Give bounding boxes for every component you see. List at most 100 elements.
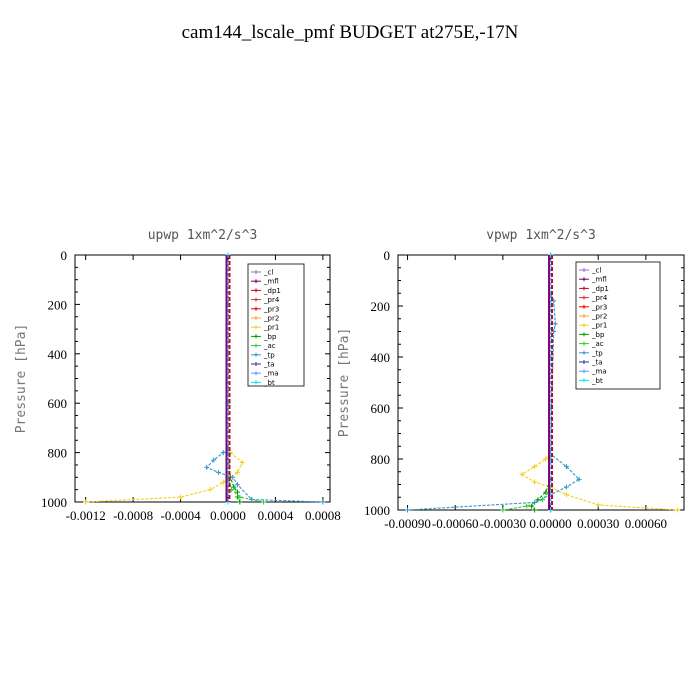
legend-marker bbox=[582, 360, 586, 364]
data-point bbox=[234, 482, 240, 488]
legend-label: _tp bbox=[263, 351, 275, 359]
data-point bbox=[576, 476, 582, 482]
x-tick-label: -0.00030 bbox=[480, 516, 527, 531]
legend-label: _mfl bbox=[591, 276, 607, 284]
legend-box bbox=[575, 261, 661, 390]
data-point bbox=[405, 507, 411, 513]
y-tick-label: 200 bbox=[48, 297, 68, 312]
legend-label: _bt bbox=[591, 377, 603, 385]
data-point bbox=[239, 459, 245, 465]
y-tick-label: 400 bbox=[48, 347, 68, 362]
y-tick-label: 600 bbox=[371, 401, 391, 416]
data-point bbox=[528, 503, 534, 509]
x-tick-label: -0.0012 bbox=[66, 508, 106, 523]
legend-label: _ta bbox=[263, 361, 275, 369]
x-tick-label: -0.00090 bbox=[384, 516, 431, 531]
x-tick-label: -0.0008 bbox=[113, 508, 153, 523]
chart-panel-1: upwp 1xm^2/s^3 Pressure [hPa] 0 200 400 600 80… bbox=[14, 228, 341, 523]
data-point bbox=[532, 464, 538, 470]
legend-label: _dp1 bbox=[591, 285, 609, 293]
legend-label: _pr3 bbox=[263, 305, 279, 313]
legend-marker bbox=[582, 314, 586, 318]
data-point bbox=[524, 503, 530, 509]
legend-marker bbox=[582, 323, 586, 328]
data-point bbox=[220, 450, 226, 456]
legend-marker bbox=[254, 316, 258, 320]
y-tick-label: 1000 bbox=[41, 495, 67, 510]
legend-marker bbox=[582, 341, 586, 346]
legend-label: _ta bbox=[591, 359, 603, 367]
data-point bbox=[237, 494, 243, 500]
y-tick-label: 200 bbox=[371, 299, 391, 314]
y-tick-label: 800 bbox=[48, 446, 68, 461]
data-point bbox=[563, 464, 569, 470]
legend-label: _pr4 bbox=[591, 294, 608, 302]
legend-label: _ma bbox=[263, 370, 279, 378]
legend-marker bbox=[254, 270, 258, 274]
legend-label: _pr4 bbox=[263, 296, 280, 304]
data-point bbox=[204, 464, 210, 470]
y-axis-label: Pressure [hPa] bbox=[14, 324, 29, 434]
legend-label: _dp1 bbox=[263, 287, 281, 295]
data-point bbox=[563, 484, 569, 490]
data-point bbox=[231, 484, 237, 490]
legend-marker bbox=[582, 378, 586, 383]
legend-marker bbox=[582, 369, 586, 374]
data-point bbox=[543, 456, 549, 462]
data-point bbox=[675, 507, 681, 513]
legend-marker bbox=[254, 306, 258, 311]
data-point bbox=[500, 507, 506, 513]
legend-label: _tp bbox=[591, 349, 603, 357]
legend-marker bbox=[254, 362, 258, 366]
legend-marker bbox=[254, 288, 258, 293]
data-point bbox=[563, 492, 569, 498]
y-tick-label: 600 bbox=[48, 396, 68, 411]
legend-label: _bt bbox=[263, 379, 275, 387]
legend-label: _bp bbox=[263, 333, 277, 341]
legend-marker bbox=[254, 334, 258, 339]
data-point bbox=[552, 321, 558, 327]
x-tick-label: 0.0008 bbox=[305, 508, 341, 523]
series-line-ac bbox=[502, 255, 552, 511]
data-point bbox=[532, 507, 538, 513]
legend-label: _pr3 bbox=[591, 303, 607, 311]
legend-label: _pr2 bbox=[263, 315, 279, 323]
legend-marker bbox=[582, 295, 586, 300]
legend-label: _bp bbox=[591, 331, 605, 339]
legend-marker bbox=[582, 332, 586, 337]
legend-marker bbox=[582, 268, 586, 272]
legend-label: _pr1 bbox=[263, 324, 279, 332]
x-tick-label: 0.00060 bbox=[625, 516, 667, 531]
data-point bbox=[519, 471, 525, 477]
series-line-tp bbox=[407, 255, 580, 511]
legend-marker bbox=[254, 325, 258, 330]
x-tick-label: 0.00000 bbox=[529, 516, 571, 531]
legend-label: _cl bbox=[263, 269, 273, 277]
data-point bbox=[543, 489, 549, 495]
legend-marker bbox=[254, 352, 258, 357]
legend-label: _ac bbox=[263, 342, 276, 350]
legend-marker bbox=[254, 343, 258, 348]
series-line-pr1 bbox=[85, 255, 243, 503]
data-point bbox=[532, 479, 538, 485]
y-tick-label: 0 bbox=[384, 248, 391, 263]
legend-label: _pr1 bbox=[591, 322, 607, 330]
x-tick-label: 0.00030 bbox=[577, 516, 619, 531]
data-point bbox=[234, 469, 240, 475]
data-point bbox=[230, 474, 236, 480]
data-point bbox=[83, 499, 89, 505]
legend-marker bbox=[582, 277, 586, 282]
legend-label: _mfl bbox=[263, 278, 279, 286]
y-tick-label: 800 bbox=[371, 452, 391, 467]
legend: _cl_mfl_dp1_pr4_pr3_pr2_pr1_bp_ac_tp_ta_… bbox=[575, 261, 661, 390]
series-line-bp bbox=[530, 255, 552, 511]
data-point bbox=[211, 457, 217, 463]
legend-marker bbox=[582, 286, 586, 291]
data-point bbox=[207, 487, 213, 493]
legend: _cl_mfl_dp1_pr4_pr3_pr2_pr1_bp_ac_tp_ta_… bbox=[247, 263, 305, 387]
data-point bbox=[320, 499, 326, 505]
data-point bbox=[234, 489, 240, 495]
panel-title: vpwp 1xm^2/s^3 bbox=[486, 228, 596, 243]
legend-label: _ma bbox=[591, 368, 607, 376]
